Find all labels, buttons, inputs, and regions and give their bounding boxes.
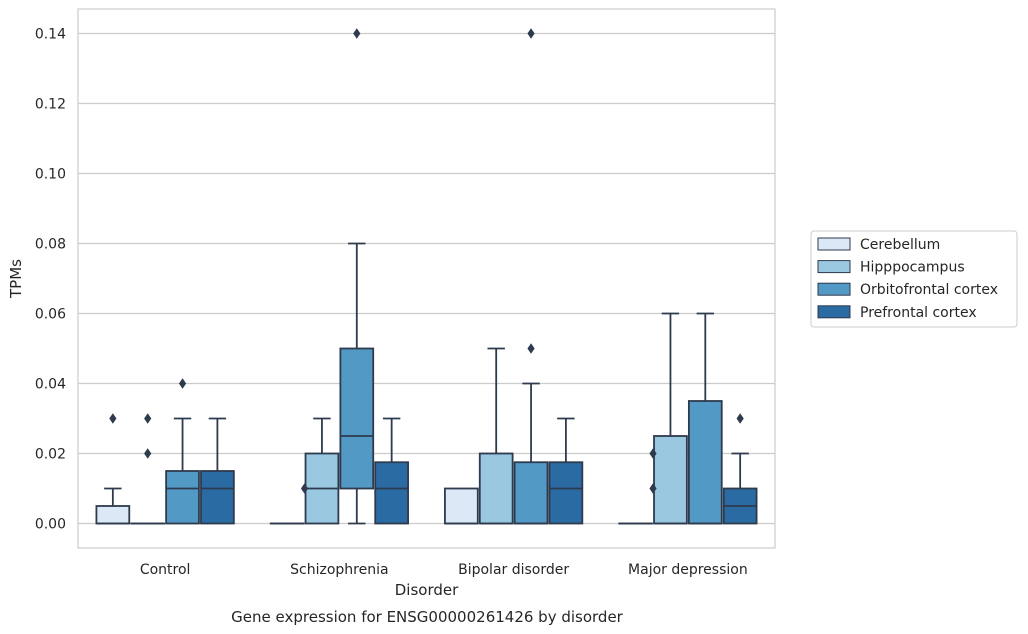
outlier-point: [527, 28, 535, 39]
box-3-3: [722, 413, 758, 525]
box-1-1: [304, 417, 340, 525]
box-body: [653, 435, 688, 525]
x-tick-label: Bipolar disorder: [458, 562, 569, 578]
boxes: [95, 28, 758, 525]
box-body: [339, 347, 375, 490]
legend-label: Hipppocampus: [860, 260, 965, 276]
outlier-point: [527, 343, 535, 354]
x-axis-title: Disorder: [395, 581, 459, 599]
y-tick-label: 0.04: [35, 377, 66, 393]
box-body: [513, 461, 549, 525]
box-body: [374, 461, 409, 525]
outlier-point: [353, 28, 361, 39]
box-1-3: [374, 417, 409, 525]
y-tick-label: 0.08: [35, 237, 66, 253]
plot-area: [77, 8, 776, 549]
box-0-2: [165, 378, 200, 525]
box-body: [478, 452, 514, 525]
box-body: [687, 400, 723, 525]
outlier-point: [178, 378, 187, 389]
legend-label: Cerebellum: [860, 237, 940, 253]
legend: Cerebellum Hipppocampus Orbitofrontal cort…: [810, 230, 1018, 328]
legend-swatch: [817, 305, 851, 319]
legend-swatch: [817, 282, 851, 296]
box-0-3: [200, 417, 235, 525]
box-3-1: [653, 312, 688, 525]
x-tick-labels: Control Schizophrenia Bipolar disorder Majo…: [140, 562, 748, 578]
box-1-2: [339, 28, 375, 525]
box-body: [95, 505, 131, 525]
box-body: [444, 487, 479, 525]
box-2-0: [444, 487, 479, 525]
box-2-2: [513, 28, 549, 525]
y-tick-labels: 0.00 0.02 0.04 0.06 0.08 0.10 0.12 0.14: [35, 27, 66, 533]
box-body: [548, 461, 584, 525]
legend-label: Orbitofrontal cortex: [860, 282, 998, 298]
outlier-point: [109, 413, 117, 424]
legend-frame: [810, 230, 1018, 328]
box-0-1: [130, 413, 166, 525]
grid-lines: [78, 32, 775, 525]
y-tick-label: 0.14: [35, 27, 66, 43]
y-tick-label: 0.00: [35, 517, 66, 533]
chart-title: Gene expression for ENSG00000261426 by d…: [231, 608, 624, 626]
x-tick-label: Schizophrenia: [290, 562, 388, 578]
box-2-1: [478, 347, 514, 525]
outlier-point: [144, 413, 152, 424]
y-tick-label: 0.02: [35, 447, 66, 463]
x-tick-label: Control: [140, 562, 191, 578]
y-tick-label: 0.12: [35, 97, 66, 113]
box-body: [200, 470, 235, 525]
box-3-2: [687, 312, 723, 525]
y-tick-label: 0.10: [35, 167, 66, 183]
legend-swatch: [817, 260, 851, 274]
box-body: [165, 470, 200, 525]
legend-label: Prefrontal cortex: [860, 305, 977, 321]
outlier-point: [649, 483, 657, 494]
outlier-point: [736, 413, 744, 424]
y-axis-title: TPMs: [7, 259, 25, 299]
outlier-point: [300, 483, 309, 494]
outlier-point: [144, 448, 152, 459]
outlier-point: [649, 448, 657, 459]
box-2-3: [548, 417, 584, 525]
box-0-0: [95, 413, 131, 525]
y-tick-label: 0.06: [35, 307, 66, 323]
x-tick-label: Major depression: [628, 562, 748, 578]
legend-swatch: [817, 237, 851, 251]
